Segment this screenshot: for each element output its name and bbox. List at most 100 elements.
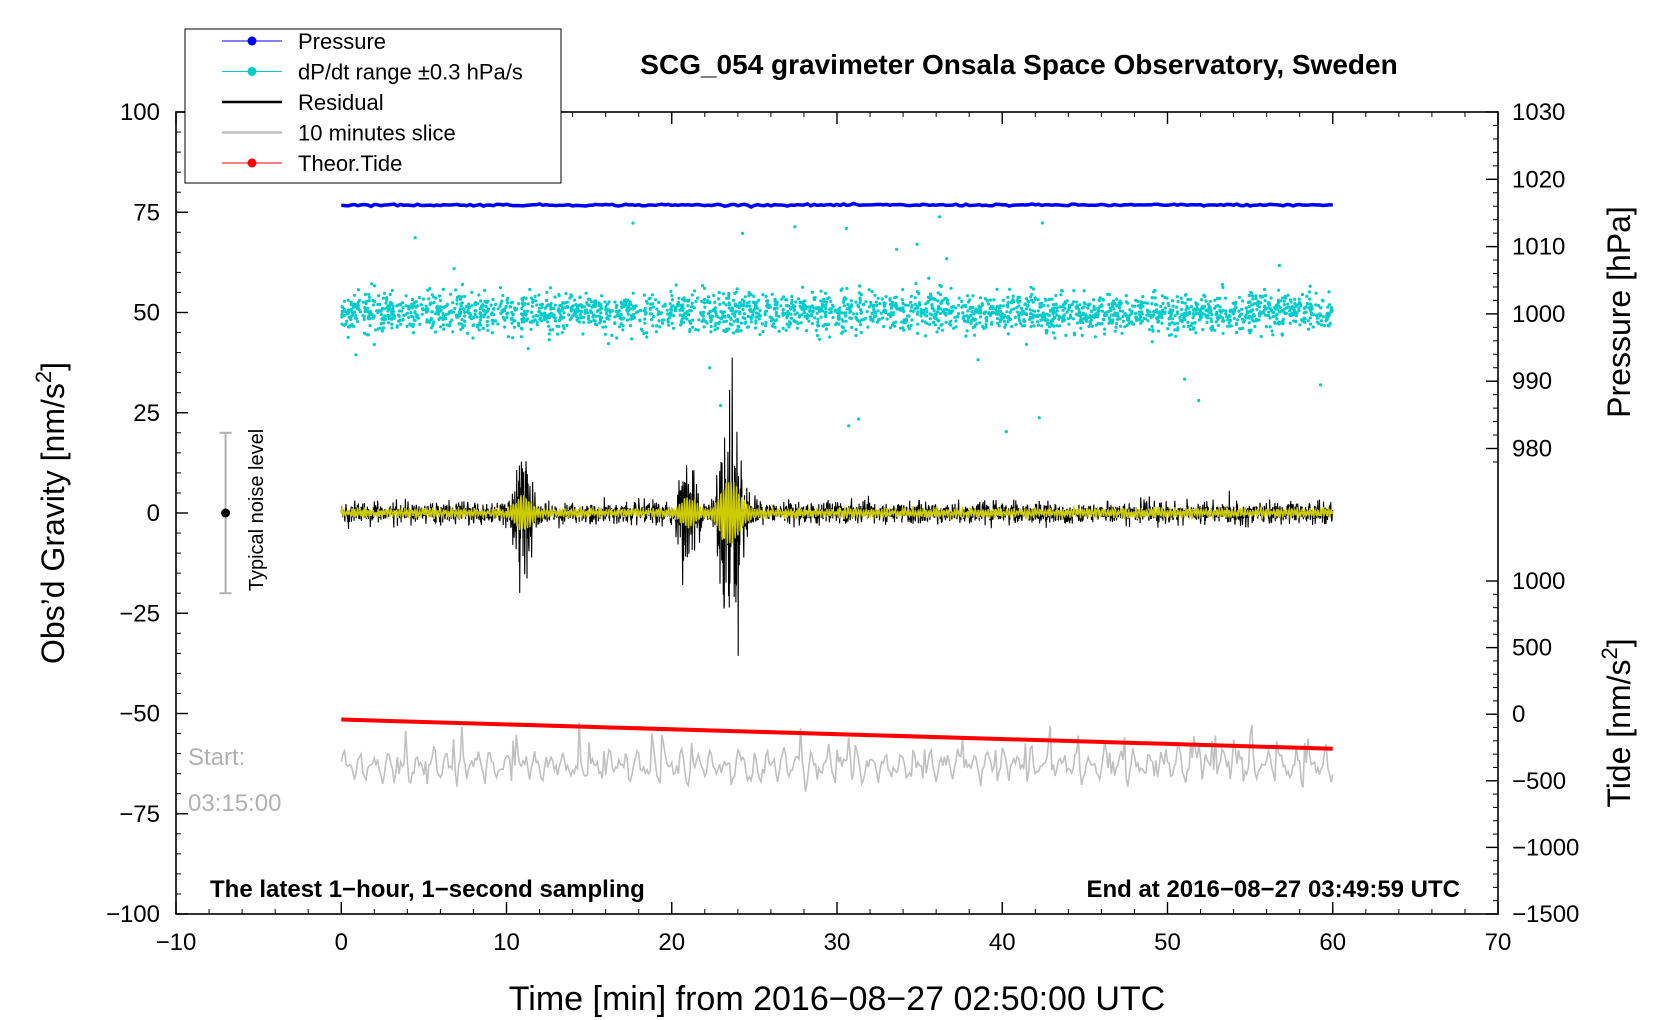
noise-bar: Typical noise level [219,429,268,595]
dpdt-point [690,301,694,305]
dpdt-point [978,305,983,309]
dpdt-point [1188,312,1192,316]
dpdt-point [409,311,413,315]
dpdt-point [1120,331,1124,335]
dpdt-point [1051,312,1055,316]
dpdt-point [882,304,887,308]
dpdt-point [995,309,999,313]
dpdt-point [604,325,608,329]
dpdt-point [1113,311,1117,315]
dpdt-point [1161,301,1165,305]
dpdt-point [1292,311,1296,315]
dpdt-point [371,316,375,320]
dpdt-point [628,324,633,328]
dpdt-point [352,293,357,297]
dpdt-point [857,320,862,324]
dpdt-point [824,327,829,331]
dpdt-point [909,309,913,313]
dpdt-point [429,326,434,330]
dpdt-point [1208,305,1212,309]
dpdt-point [1275,312,1279,316]
dpdt-point [1318,383,1323,387]
dpdt-point [447,310,451,314]
dpdt-point [384,301,388,305]
dpdt-point [351,310,355,314]
dpdt-point [390,326,394,330]
dpdt-point [563,301,567,305]
legend-label: 10 minutes slice [298,121,456,146]
dpdt-point [732,298,736,302]
dpdt-point [742,299,746,303]
dpdt-point [1252,319,1256,323]
dpdt-point [1040,221,1044,225]
dpdt-point [1108,317,1112,321]
dpdt-point [915,305,920,309]
dpdt-point [586,303,590,307]
dpdt-point [1050,318,1054,322]
dpdt-point [510,336,515,340]
dpdt-point [819,289,823,293]
dpdt-point [985,315,989,319]
dpdt-point [1052,315,1056,319]
dpdt-point [547,338,551,342]
dpdt-point [816,306,821,310]
dpdt-point [1002,319,1007,323]
dpdt-point [548,304,553,308]
dpdt-point [722,320,726,324]
dpdt-point [847,307,852,311]
dpdt-point [410,297,414,302]
dpdt-point [404,294,408,298]
dpdt-point [913,296,917,300]
dpdt-point [354,314,358,318]
tide-tick-label: −500 [1512,768,1566,795]
dpdt-point [954,325,958,329]
dpdt-point [1309,311,1313,315]
dpdt-point [740,231,745,235]
dpdt-point [654,330,659,334]
dpdt-point [727,301,731,305]
dpdt-point [1253,324,1257,329]
dpdt-point [1221,319,1225,323]
dpdt-point [946,302,950,306]
dpdt-point [911,309,915,313]
dpdt-point [902,328,906,332]
dpdt-point [345,312,349,316]
dpdt-point [1063,306,1067,310]
tide-series-line [341,717,1333,751]
dpdt-point [1068,314,1073,318]
dpdt-point [1146,308,1150,312]
dpdt-point [351,303,355,307]
dpdt-point [1240,317,1245,321]
legend-swatch-dot [247,36,257,46]
dpdt-point [371,303,375,307]
dpdt-point [733,291,737,295]
dpdt-point [1009,301,1014,305]
dpdt-point [836,314,841,318]
dpdt-point [1029,316,1033,320]
dpdt-point [600,294,604,298]
x-tick-label: 20 [658,929,685,956]
dpdt-point [745,301,749,305]
dpdt-point [702,301,707,305]
dpdt-point [521,318,526,322]
dpdt-point [388,292,392,297]
dpdt-point [1085,319,1089,323]
dpdt-point [845,286,849,291]
dpdt-point [449,292,453,296]
dpdt-point [483,313,487,317]
dpdt-point [1201,328,1205,332]
dpdt-point [548,286,553,290]
dpdt-point [1074,305,1078,309]
dpdt-point [1180,313,1184,317]
dpdt-point [1264,294,1268,298]
dpdt-point [1155,303,1159,307]
dpdt-point [367,299,371,303]
dpdt-point [844,319,848,323]
dpdt-point [486,299,490,304]
dpdt-point [441,323,445,327]
dpdt-point [459,304,463,308]
dpdt-point [1279,299,1283,303]
dpdt-point [367,295,371,299]
dpdt-point [1132,322,1136,326]
dpdt-point [558,309,562,313]
